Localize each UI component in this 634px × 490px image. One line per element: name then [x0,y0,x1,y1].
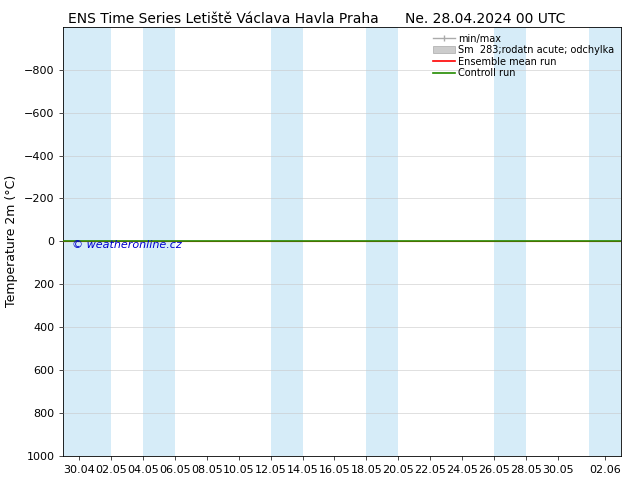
Bar [63,27,111,456]
Text: © weatheronline.cz: © weatheronline.cz [72,241,181,250]
Bar [590,27,621,456]
Bar [271,27,302,456]
Y-axis label: Temperature 2m (°C): Temperature 2m (°C) [5,175,18,307]
Bar [143,27,175,456]
Bar [366,27,398,456]
Legend: min/max, Sm  283;rodatn acute; odchylka, Ensemble mean run, Controll run: min/max, Sm 283;rodatn acute; odchylka, … [431,32,616,80]
Bar [494,27,526,456]
Text: ENS Time Series Letiště Václava Havla Praha      Ne. 28.04.2024 00 UTC: ENS Time Series Letiště Václava Havla Pr… [68,12,566,26]
